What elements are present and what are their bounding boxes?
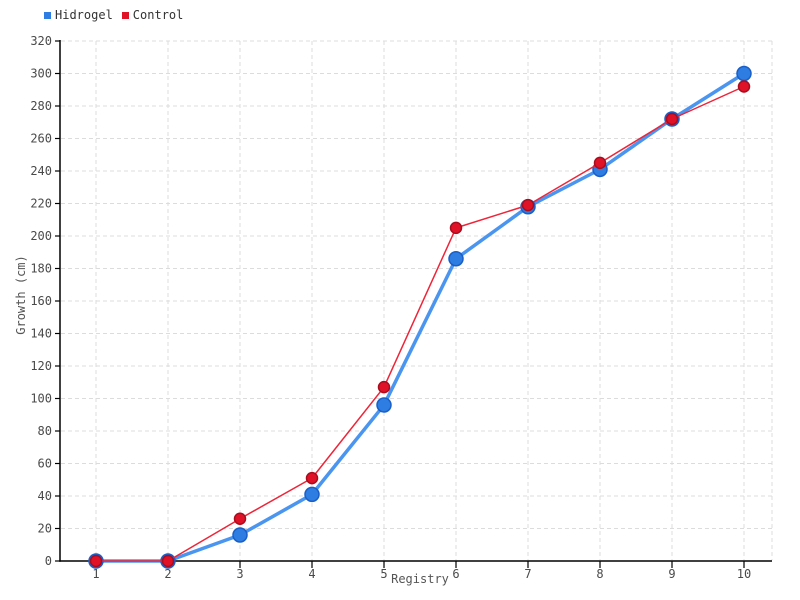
x-tick-label: 7	[524, 567, 531, 581]
y-tick-label: 0	[45, 554, 52, 568]
y-tick-label: 220	[30, 197, 52, 211]
hidrogel-data-point	[304, 486, 320, 503]
control-data-point	[89, 554, 103, 568]
control-data-point	[449, 221, 463, 235]
control-data-point	[521, 198, 535, 212]
control-swatch-icon	[121, 11, 129, 19]
x-axis-title: Registry	[391, 572, 449, 586]
hidrogel-data-point	[232, 527, 248, 543]
hidrogel-swatch-icon	[44, 11, 51, 19]
x-tick-label: 8	[596, 567, 603, 581]
legend: Hidrogel Control	[44, 8, 183, 22]
gridlines	[61, 40, 773, 560]
y-tick-label: 40	[38, 489, 52, 503]
control-data-point	[305, 471, 319, 485]
control-series	[89, 80, 751, 568]
hidrogel-series	[88, 65, 752, 569]
y-axis-title: Growth (cm)	[14, 255, 28, 335]
control-data-point	[377, 380, 391, 394]
control-data-point	[665, 112, 679, 126]
control-line	[95, 85, 745, 562]
y-tick-label: 280	[30, 99, 52, 113]
legend-item-hidrogel[interactable]: Hidrogel	[44, 8, 113, 22]
x-tick-label: 3	[236, 567, 243, 581]
x-tick-label: 6	[452, 567, 459, 581]
hidrogel-line	[94, 71, 746, 563]
hidrogel-data-point	[448, 251, 464, 267]
x-tick-label: 10	[737, 567, 751, 581]
x-tick-label: 1	[92, 567, 99, 581]
x-tick-label: 2	[164, 567, 171, 581]
x-tick-label: 4	[308, 567, 315, 581]
y-tick-label: 120	[30, 359, 52, 373]
control-data-point	[737, 80, 751, 93]
legend-item-control[interactable]: Control	[121, 8, 184, 22]
y-tick-label: 80	[38, 424, 52, 438]
hidrogel-data-point	[376, 397, 392, 413]
control-data-point	[233, 512, 247, 525]
y-tick-label: 300	[30, 67, 52, 81]
hidrogel-data-point	[736, 65, 752, 82]
y-tick-label: 20	[38, 522, 52, 536]
y-tick-label: 180	[30, 262, 52, 276]
y-tick-label: 200	[30, 229, 52, 243]
x-tick-label: 9	[668, 567, 675, 581]
y-tick-label: 140	[30, 327, 52, 341]
tick-labels: 0 20 40 60 80 100 120 140 160 180 200 220 240 260 280 3…	[30, 34, 751, 581]
control-data-point	[593, 156, 607, 170]
control-data-point	[161, 554, 175, 568]
y-tick-label: 60	[38, 457, 52, 471]
y-tick-label: 320	[30, 34, 52, 48]
y-tick-label: 100	[30, 392, 52, 406]
y-tick-label: 240	[30, 164, 52, 178]
y-tick-label: 260	[30, 132, 52, 146]
x-tick-label: 5	[380, 567, 387, 581]
y-tick-label: 160	[30, 294, 52, 308]
legend-label-hidrogel: Hidrogel	[55, 8, 113, 22]
legend-label-control: Control	[132, 8, 184, 22]
tick-marks	[55, 40, 745, 568]
